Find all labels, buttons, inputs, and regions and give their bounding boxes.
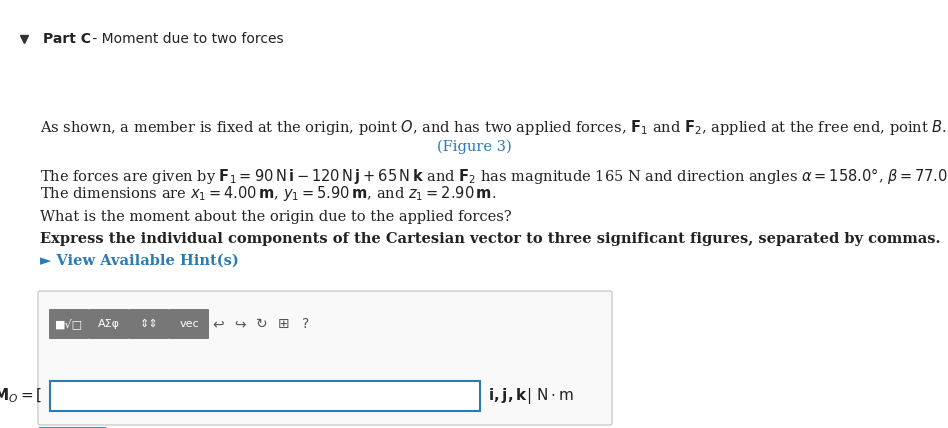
Text: ■√□: ■√□ [55, 318, 83, 330]
FancyBboxPatch shape [129, 309, 169, 339]
Text: ► View Available Hint(s): ► View Available Hint(s) [40, 254, 239, 268]
Text: The forces are given by $\mathbf{F}_1 = 90\,\mathrm{N}\,\mathbf{i} - 120\,\mathr: The forces are given by $\mathbf{F}_1 = … [40, 166, 948, 186]
FancyBboxPatch shape [50, 381, 480, 411]
Text: ↪: ↪ [234, 317, 246, 331]
Text: (Figure 3): (Figure 3) [437, 140, 511, 155]
Text: What is the moment about the origin due to the applied forces?: What is the moment about the origin due … [40, 210, 512, 224]
Text: ⊞: ⊞ [278, 317, 290, 331]
Text: Part C: Part C [43, 32, 91, 45]
FancyBboxPatch shape [49, 309, 89, 339]
Text: AΣφ: AΣφ [98, 319, 120, 329]
Text: The dimensions are $x_1 = 4.00\,\mathbf{m}$, $y_1 = 5.90\,\mathbf{m}$, and $z_1 : The dimensions are $x_1 = 4.00\,\mathbf{… [40, 184, 497, 203]
Text: ?: ? [302, 317, 310, 331]
Text: $\mathbf{M}_O =$[: $\mathbf{M}_O =$[ [0, 387, 42, 405]
Text: Express the individual components of the Cartesian vector to three significant f: Express the individual components of the… [40, 232, 940, 246]
Text: vec: vec [179, 319, 199, 329]
Text: $\mathbf{i, j, k}|\ \mathrm{N \cdot m}$: $\mathbf{i, j, k}|\ \mathrm{N \cdot m}$ [488, 386, 574, 406]
FancyBboxPatch shape [38, 291, 612, 425]
Text: ↩: ↩ [212, 317, 224, 331]
FancyBboxPatch shape [169, 309, 209, 339]
FancyBboxPatch shape [89, 309, 129, 339]
FancyBboxPatch shape [38, 427, 107, 428]
Text: - Moment due to two forces: - Moment due to two forces [88, 32, 283, 45]
Text: ⇕⇕: ⇕⇕ [139, 319, 158, 329]
Text: ↻: ↻ [256, 317, 268, 331]
Text: As shown, a member is fixed at the origin, point $O$, and has two applied forces: As shown, a member is fixed at the origi… [40, 118, 947, 137]
